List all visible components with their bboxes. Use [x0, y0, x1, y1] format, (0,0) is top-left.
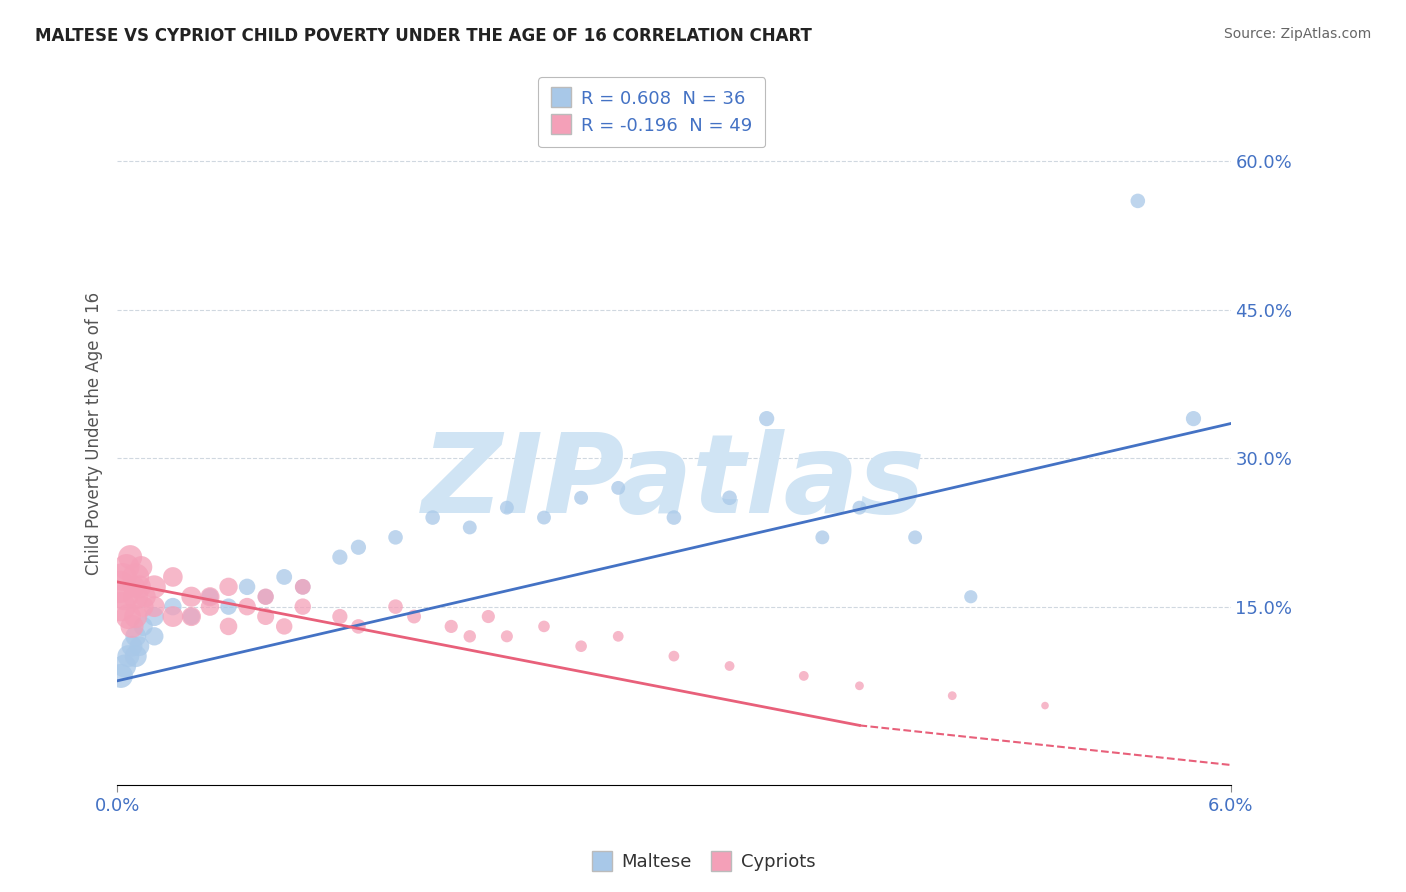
Point: [108, 580, 131, 594]
Point: [218, 599, 240, 614]
Point: [198, 590, 221, 604]
Point: [496, 629, 519, 643]
Point: [718, 659, 741, 673]
Point: [477, 609, 499, 624]
Point: [1126, 194, 1149, 208]
Point: [755, 411, 778, 425]
Point: [132, 619, 155, 633]
Point: [254, 590, 277, 604]
Point: [218, 580, 240, 594]
Point: [236, 580, 259, 594]
Point: [662, 649, 685, 664]
Point: [125, 570, 148, 584]
Point: [569, 491, 592, 505]
Point: [1033, 698, 1056, 713]
Point: [125, 629, 148, 643]
Point: [162, 570, 184, 584]
Point: [131, 560, 153, 574]
Point: [198, 599, 221, 614]
Point: [291, 599, 314, 614]
Point: [496, 500, 519, 515]
Point: [793, 669, 815, 683]
Legend: R = 0.608  N = 36, R = -0.196  N = 49: R = 0.608 N = 36, R = -0.196 N = 49: [538, 77, 765, 147]
Point: [422, 510, 444, 524]
Text: MALTESE VS CYPRIOT CHILD POVERTY UNDER THE AGE OF 16 CORRELATION CHART: MALTESE VS CYPRIOT CHILD POVERTY UNDER T…: [35, 27, 813, 45]
Point: [458, 629, 481, 643]
Point: [125, 649, 148, 664]
Point: [143, 609, 166, 624]
Point: [718, 491, 741, 505]
Point: [114, 590, 136, 604]
Point: [254, 590, 277, 604]
Point: [329, 609, 352, 624]
Point: [347, 619, 370, 633]
Point: [120, 550, 142, 565]
Point: [440, 619, 463, 633]
Legend: Maltese, Cypriots: Maltese, Cypriots: [583, 847, 823, 879]
Point: [347, 541, 370, 555]
Text: Source: ZipAtlas.com: Source: ZipAtlas.com: [1223, 27, 1371, 41]
Point: [180, 609, 202, 624]
Point: [384, 599, 406, 614]
Point: [132, 599, 155, 614]
Point: [110, 599, 132, 614]
Point: [848, 500, 870, 515]
Point: [180, 590, 202, 604]
Point: [125, 590, 148, 604]
Point: [121, 639, 143, 653]
Point: [128, 580, 150, 594]
Point: [122, 580, 145, 594]
Point: [254, 609, 277, 624]
Point: [291, 580, 314, 594]
Point: [117, 649, 139, 664]
Point: [180, 609, 202, 624]
Point: [569, 639, 592, 653]
Point: [458, 520, 481, 534]
Point: [848, 679, 870, 693]
Point: [904, 530, 927, 544]
Point: [533, 510, 555, 524]
Point: [110, 669, 132, 683]
Text: ZIPatlas: ZIPatlas: [422, 429, 925, 536]
Point: [114, 659, 136, 673]
Point: [384, 530, 406, 544]
Point: [533, 619, 555, 633]
Point: [811, 530, 834, 544]
Point: [607, 629, 630, 643]
Point: [121, 619, 143, 633]
Y-axis label: Child Poverty Under the Age of 16: Child Poverty Under the Age of 16: [86, 292, 103, 575]
Point: [273, 570, 295, 584]
Point: [959, 590, 981, 604]
Point: [143, 629, 166, 643]
Point: [1182, 411, 1205, 425]
Point: [134, 590, 156, 604]
Point: [162, 599, 184, 614]
Point: [125, 609, 148, 624]
Point: [115, 560, 138, 574]
Point: [218, 619, 240, 633]
Point: [117, 609, 139, 624]
Point: [111, 570, 134, 584]
Point: [329, 550, 352, 565]
Point: [143, 580, 166, 594]
Point: [941, 689, 963, 703]
Point: [236, 599, 259, 614]
Point: [291, 580, 314, 594]
Point: [607, 481, 630, 495]
Point: [404, 609, 426, 624]
Point: [662, 510, 685, 524]
Point: [198, 590, 221, 604]
Point: [273, 619, 295, 633]
Point: [128, 639, 150, 653]
Point: [143, 599, 166, 614]
Point: [162, 609, 184, 624]
